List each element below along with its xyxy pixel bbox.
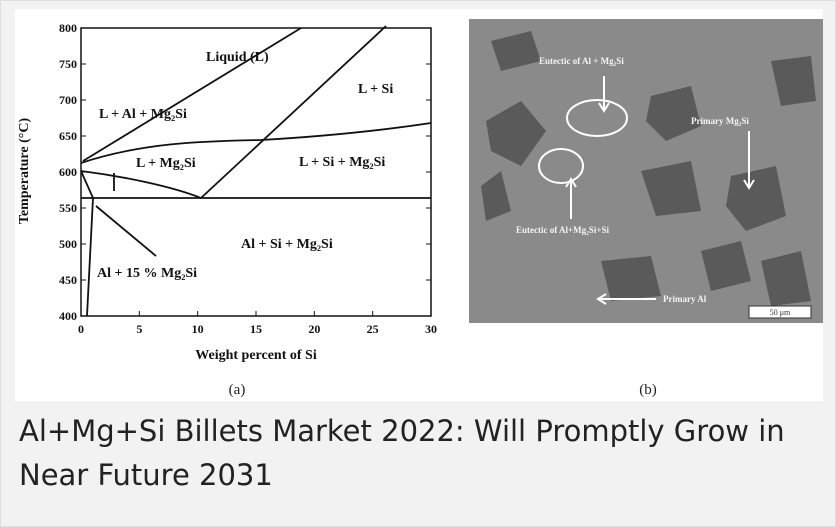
scale-label: 50 μm bbox=[770, 308, 791, 317]
y-tick-label: 700 bbox=[59, 93, 77, 107]
micrograph-label: Primary Al bbox=[663, 294, 707, 304]
micrograph-label: Eutectic of Al + Mg₂Si bbox=[539, 56, 624, 66]
y-tick-label: 500 bbox=[59, 237, 77, 251]
micrograph-label: Eutectic of Al+Mg₂Si+Si bbox=[516, 225, 609, 235]
micrograph-texture bbox=[481, 31, 816, 306]
x-tick-label: 0 bbox=[78, 322, 84, 336]
region-label: Al + 15 % Mg₂Si bbox=[97, 266, 197, 281]
y-tick-label: 550 bbox=[59, 201, 77, 215]
boundary bbox=[82, 27, 302, 162]
region-label: L + Al + Mg₂Si bbox=[99, 107, 187, 122]
region-label: L + Si + Mg₂Si bbox=[299, 155, 385, 170]
panel-label: (a) bbox=[229, 382, 246, 398]
annotations bbox=[538, 76, 755, 305]
boundary bbox=[80, 122, 432, 164]
y-tick-label: 450 bbox=[59, 273, 77, 287]
y-tick-label: 800 bbox=[59, 21, 77, 35]
x-tick-label: 25 bbox=[367, 322, 379, 336]
boundary bbox=[80, 170, 94, 317]
arrow bbox=[95, 205, 157, 257]
y-tick-label: 600 bbox=[59, 165, 77, 179]
caption[interactable]: Al+Mg+Si Billets Market 2022: Will Promp… bbox=[19, 414, 785, 492]
boundary bbox=[80, 170, 202, 199]
y-tick-label: 750 bbox=[59, 57, 77, 71]
boundary bbox=[200, 25, 387, 199]
x-tick-label: 5 bbox=[136, 322, 142, 336]
y-tick-label: 400 bbox=[59, 309, 77, 323]
scale-bar bbox=[748, 305, 812, 319]
y-axis-label: Temperature (°C) bbox=[17, 118, 32, 225]
x-tick-label: 15 bbox=[250, 322, 262, 336]
x-tick-label: 20 bbox=[308, 322, 320, 336]
region-label: Al + Si + Mg₂Si bbox=[241, 237, 333, 252]
micrograph-label: Primary Mg₂Si bbox=[691, 116, 749, 126]
x-axis-label: Weight percent of Si bbox=[195, 348, 317, 363]
region-label: L + Mg₂Si bbox=[136, 156, 196, 171]
x-tick-label: 30 bbox=[425, 322, 437, 336]
region-label: L + Si bbox=[358, 82, 393, 97]
x-tick-label: 10 bbox=[192, 322, 204, 336]
phase-boundaries bbox=[80, 25, 432, 317]
panel-label: (b) bbox=[639, 382, 657, 398]
y-tick-label: 650 bbox=[59, 129, 77, 143]
region-label: Liquid (L) bbox=[206, 50, 269, 65]
